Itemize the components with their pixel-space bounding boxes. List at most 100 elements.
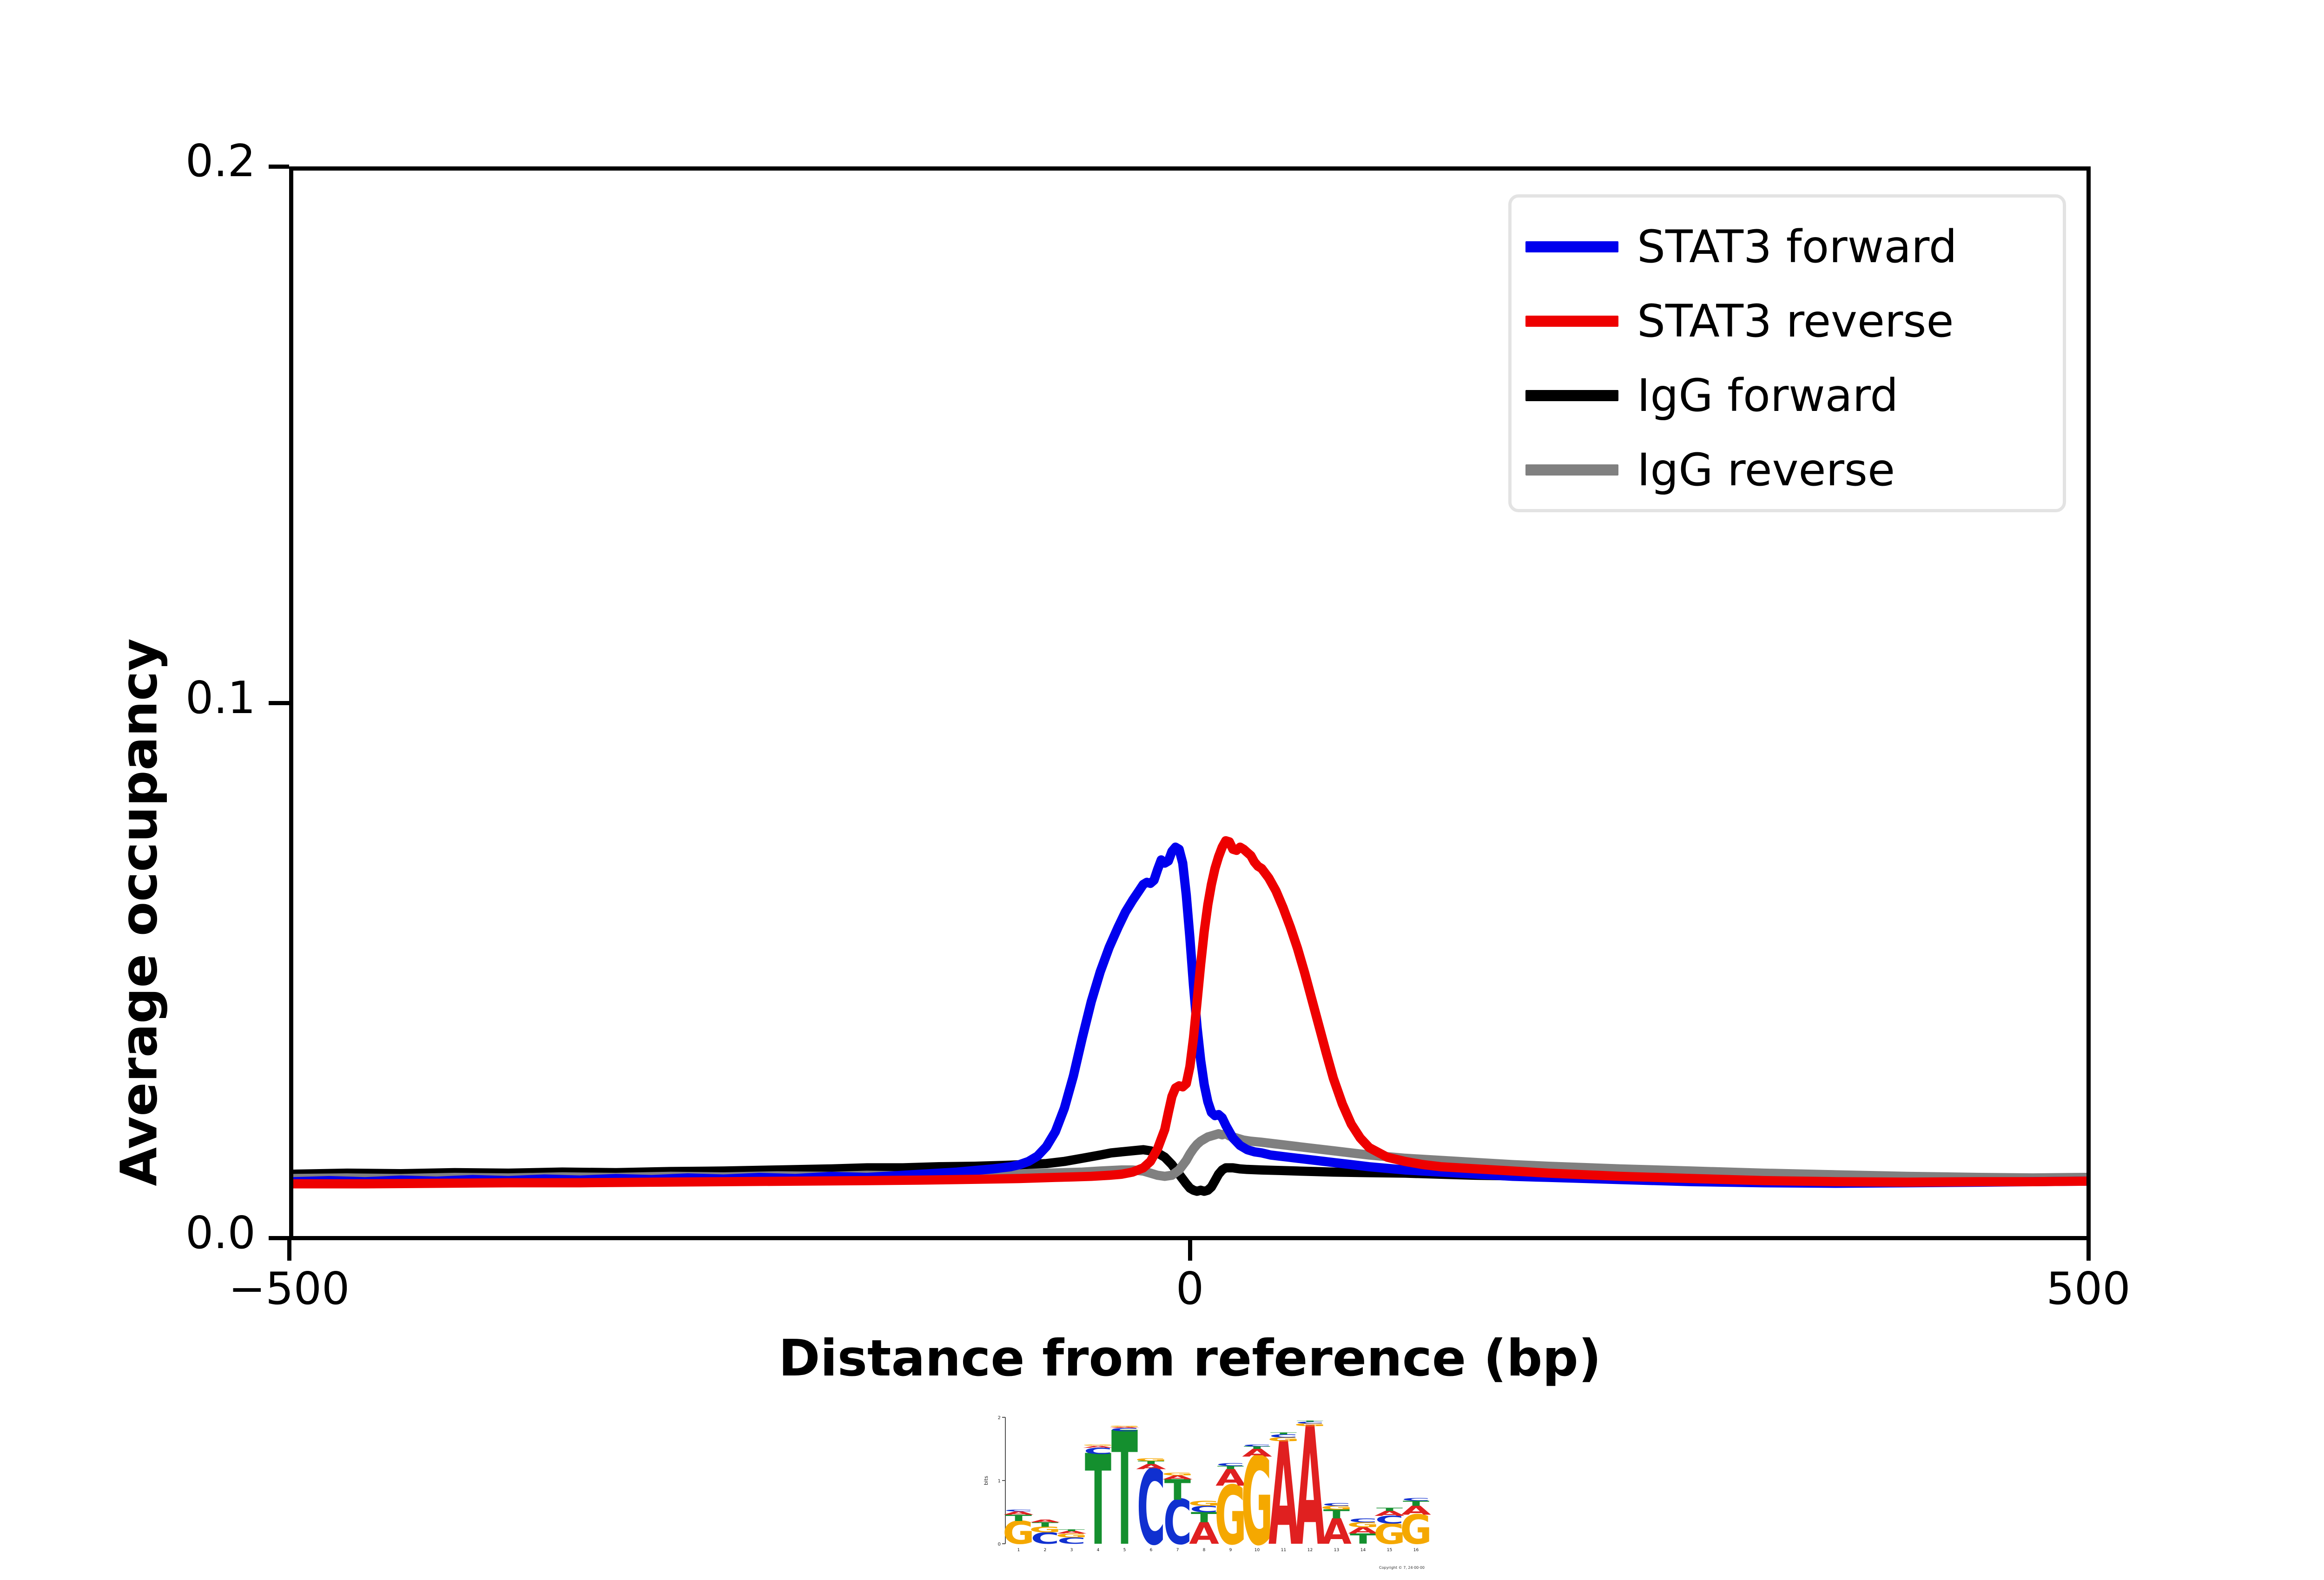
svg-text:G: G [1400,1507,1432,1554]
logo-letter-C-pos3: C [1057,1536,1086,1546]
legend-swatch-stat3-forward [1525,241,1618,252]
logo-position-label-5: 5 [1123,1548,1126,1553]
svg-text:C: C [1190,1504,1218,1514]
logo-position-label-6: 6 [1150,1548,1153,1553]
xtick-label--500: −500 [228,1263,350,1315]
logo-position-label-13: 13 [1334,1548,1339,1553]
logo-letter-C-pos16: C [1402,1498,1430,1502]
logo-letter-T-pos7: T [1164,1474,1191,1506]
logo-letter-C-pos14: C [1349,1518,1377,1524]
logo-letter-A-pos14: A [1348,1526,1378,1536]
logo-position-label-3: 3 [1070,1548,1073,1553]
sequence-logo: 0 1 2 bits G T A C 1 C G T A 2 C G A T 3 T C A G 4 T C A G 5 C A T G 6 C T A… [978,1411,1439,1573]
series-line-stat3-reverse [293,836,2086,1189]
legend-label-stat3-forward: STAT3 forward [1637,221,1957,273]
logo-position-label-16: 16 [1413,1548,1419,1553]
logo-position-label-4: 4 [1097,1548,1100,1553]
svg-text:G: G [1268,1436,1300,1442]
svg-text:C: C [1031,1529,1059,1547]
svg-text:T: T [1323,1507,1350,1521]
logo-letter-G-pos11: G [1268,1436,1300,1442]
logo-letter-A-pos8: A [1189,1516,1219,1551]
logo-letter-A-pos2: A [1030,1519,1060,1523]
svg-text:G: G [1082,1444,1114,1446]
svg-text:C: C [1084,1446,1112,1456]
logo-letter-C-pos13: C [1322,1503,1351,1507]
logo-letter-G-pos10: G [1241,1431,1273,1573]
svg-text:G: G [1347,1521,1379,1529]
logo-letter-T-pos3: T [1058,1529,1085,1532]
ytick-mark-0.1 [269,701,289,705]
logo-ytick-label-0: 0 [998,1542,1001,1547]
svg-text:T: T [1085,1428,1111,1573]
xtick-label-0: 0 [1175,1263,1204,1315]
logo-letter-C-pos10: C [1243,1444,1271,1447]
svg-text:G: G [1188,1500,1220,1508]
logo-y-axis-label: bits [983,1476,989,1485]
logo-letter-A-pos5: A [1109,1427,1140,1428]
svg-text:C: C [1375,1514,1404,1526]
logo-letter-T-pos11: T [1270,1432,1297,1435]
svg-text:G: G [1135,1458,1167,1462]
ytick-label-0.1: 0.1 [185,673,256,724]
logo-letter-G-pos4: G [1082,1444,1114,1446]
svg-text:G: G [1294,1423,1326,1427]
legend-item-stat3-forward[interactable]: STAT3 forward [1525,210,2049,284]
svg-text:G: G [1056,1533,1088,1539]
logo-letter-C-pos8: C [1190,1504,1218,1514]
legend-item-igg-forward[interactable]: IgG forward [1525,358,2049,433]
svg-text:T: T [1350,1531,1376,1547]
logo-letter-T-pos9: T [1217,1465,1244,1470]
logo-letter-G-pos12: G [1294,1423,1326,1427]
logo-ytick-label-1: 1 [998,1479,1001,1484]
svg-text:A: A [1109,1427,1140,1428]
logo-letter-C-pos6: C [1137,1448,1165,1568]
logo-letter-A-pos15: A [1374,1509,1405,1518]
logo-letter-G-pos16: G [1400,1507,1432,1554]
y-axis-title-wrap: Average occupancy [95,325,169,1186]
legend-swatch-igg-reverse [1525,464,1618,476]
legend-item-igg-reverse[interactable]: IgG reverse [1525,433,2049,507]
legend-label-stat3-reverse: STAT3 reverse [1637,295,1954,347]
svg-text:C: C [1004,1509,1033,1512]
svg-text:A: A [1215,1465,1246,1491]
xtick-mark-500 [2086,1240,2091,1261]
legend-item-stat3-reverse[interactable]: STAT3 reverse [1525,284,2049,358]
svg-text:A: A [1004,1511,1034,1516]
logo-letter-C-pos15: C [1375,1514,1404,1526]
logo-letter-G-pos14: G [1347,1521,1379,1529]
series-line-stat3-forward [293,842,2086,1188]
logo-letter-G-pos15: G [1373,1518,1406,1551]
logo-letter-A-pos6: A [1136,1463,1166,1471]
svg-text:T: T [1217,1465,1244,1470]
svg-text:G: G [1029,1525,1061,1534]
legend-label-igg-forward: IgG forward [1637,370,1899,422]
logo-letter-G-pos3: G [1056,1533,1088,1539]
svg-text:G: G [1373,1518,1406,1551]
y-axis-title: Average occupancy [110,638,169,1186]
logo-position-label-14: 14 [1360,1548,1366,1553]
svg-text:T: T [1376,1507,1403,1512]
svg-text:C: C [1137,1448,1165,1568]
svg-text:T: T [1111,1411,1138,1573]
logo-letter-A-pos12: A [1295,1411,1325,1573]
svg-text:C: C [1057,1536,1086,1546]
ytick-label-0.0: 0.0 [185,1208,256,1259]
logo-letter-C-pos5: C [1110,1427,1139,1432]
legend-swatch-stat3-reverse [1525,316,1618,327]
logo-letter-T-pos6: T [1138,1460,1165,1465]
svg-text:A: A [1295,1411,1325,1573]
svg-text:A: A [1348,1526,1378,1536]
logo-letter-G-pos1: G [1003,1514,1035,1551]
logo-letter-T-pos4: T [1085,1428,1111,1573]
logo-letter-T-pos12: T [1297,1420,1324,1422]
svg-text:A: A [1321,1511,1352,1552]
ytick-label-0.2: 0.2 [185,136,256,187]
legend-swatch-igg-forward [1525,390,1618,401]
svg-text:C: C [1296,1421,1324,1424]
logo-letter-T-pos10: T [1244,1446,1271,1450]
logo-letter-A-pos7: A [1162,1474,1193,1481]
ytick-mark-0.2 [269,165,289,169]
logo-letter-T-pos14: T [1350,1531,1376,1547]
